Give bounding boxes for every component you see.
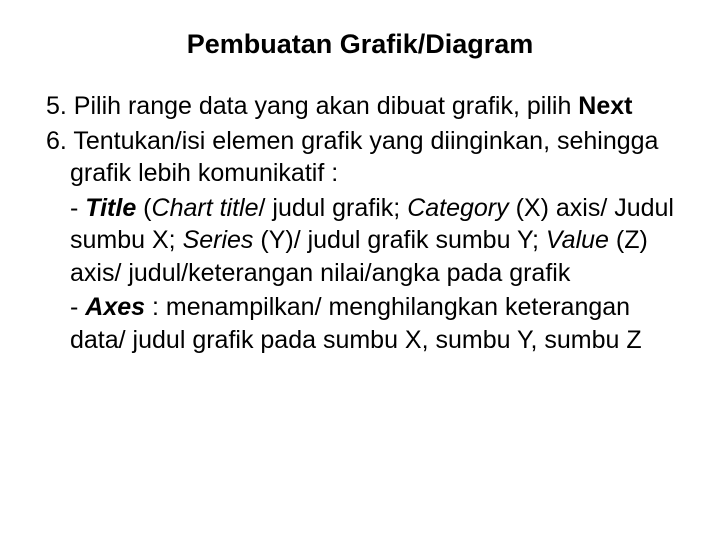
text: 5. Pilih range data yang akan dibuat gra… xyxy=(46,92,578,120)
text: - xyxy=(70,293,85,321)
italic-text: Value xyxy=(546,226,609,254)
text: ( xyxy=(136,194,151,222)
text: (Y)/ judul grafik sumbu Y; xyxy=(253,226,545,254)
slide-body: 5. Pilih range data yang akan dibuat gra… xyxy=(30,90,690,356)
text: 6. Tentukan/isi elemen grafik yang diing… xyxy=(46,127,658,188)
list-item-6: 6. Tentukan/isi elemen grafik yang diing… xyxy=(30,125,690,190)
text: : menampilkan/ menghilangkan keterangan … xyxy=(70,293,642,354)
italic-text: Chart title xyxy=(152,194,259,222)
list-item-5: 5. Pilih range data yang akan dibuat gra… xyxy=(30,90,690,123)
slide: Pembuatan Grafik/Diagram 5. Pilih range … xyxy=(0,0,720,540)
bold-text: Next xyxy=(578,92,632,120)
list-sub-axes: - Axes : menampilkan/ menghilangkan kete… xyxy=(30,291,690,356)
bold-italic-text: Title xyxy=(85,194,136,222)
italic-text: Series xyxy=(183,226,254,254)
text: - xyxy=(70,194,85,222)
text: / judul grafik; xyxy=(259,194,408,222)
list-sub-title: - Title (Chart title/ judul grafik; Cate… xyxy=(30,192,690,290)
italic-text: Category xyxy=(407,194,508,222)
bold-italic-text: Axes xyxy=(85,293,145,321)
slide-title: Pembuatan Grafik/Diagram xyxy=(30,28,690,60)
